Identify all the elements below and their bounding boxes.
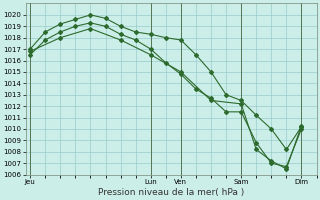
X-axis label: Pression niveau de la mer( hPa ): Pression niveau de la mer( hPa ): [98, 188, 244, 197]
